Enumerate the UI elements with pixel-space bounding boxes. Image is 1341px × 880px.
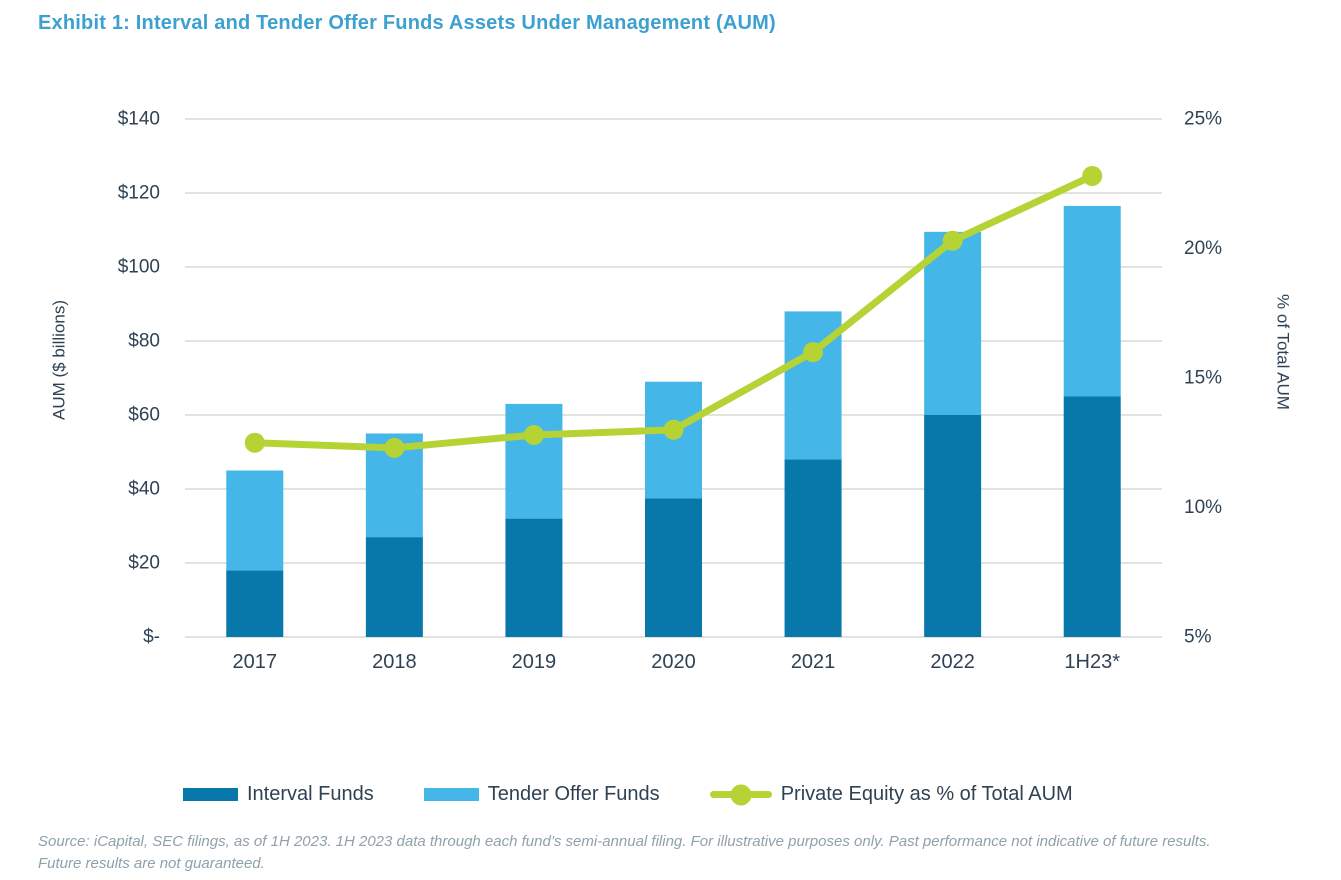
pe-line-point-2021 — [803, 342, 824, 363]
pe-line-marker-icon — [709, 784, 772, 805]
legend-item-pe-percent: Private Equity as % of Total AUM — [709, 783, 1073, 806]
aum-combo-chart: $140 $120 $100 $80 $60 $40 $20 $- 25% 20% 15% 10% 5%… — [50, 109, 1293, 674]
legend-label-pe-percent: Private Equity as % of Total AUM — [780, 783, 1073, 805]
pe-line-point-2017 — [244, 432, 265, 453]
source-note-line1: Source: iCapital, SEC filings, as of 1H … — [38, 833, 1211, 850]
interval-funds-swatch — [183, 788, 238, 801]
pe-line-point-2018 — [384, 437, 405, 458]
x-axis-label-2017: 2017 — [233, 651, 278, 673]
source-note: Source: iCapital, SEC filings, as of 1H … — [38, 831, 1328, 875]
chart-legend: Interval Funds Tender Offer Funds Privat… — [183, 783, 1073, 806]
bar-segment-interval-funds-2021 — [784, 459, 842, 637]
pe-line-point-2022 — [942, 230, 963, 251]
bar-segment-tender-offer-funds-2019 — [505, 403, 563, 519]
x-axis-label-2020: 2020 — [651, 651, 696, 673]
pe-line-point-1H23* — [1082, 165, 1103, 186]
bar-segment-interval-funds-1H23* — [1063, 396, 1121, 637]
x-axis-label-1H23*: 1H23* — [1064, 651, 1120, 673]
pe-line-point-2019 — [523, 424, 544, 445]
bar-segment-interval-funds-2020 — [645, 498, 702, 637]
x-axis-label-2021: 2021 — [791, 651, 836, 673]
left-axis-tick-label: $60 — [128, 405, 160, 426]
chart-title: Exhibit 1: Interval and Tender Offer Fun… — [38, 12, 776, 34]
bar-segment-interval-funds-2019 — [505, 518, 563, 637]
left-axis-tick-label: $20 — [128, 553, 160, 574]
x-axis-label-2019: 2019 — [512, 651, 557, 673]
legend-label-tender-offer-funds: Tender Offer Funds — [487, 783, 660, 805]
pe-line-point-2020 — [663, 419, 684, 440]
bar-segment-tender-offer-funds-2020 — [645, 381, 702, 499]
left-axis-tick-label: $80 — [128, 331, 160, 352]
right-axis-tick-label: 5% — [1184, 627, 1212, 648]
legend-item-interval-funds: Interval Funds — [183, 783, 374, 806]
bar-segment-tender-offer-funds-2022 — [924, 231, 982, 415]
source-note-line2: Future results are not guaranteed. — [38, 855, 265, 872]
right-axis-tick-label: 10% — [1184, 497, 1222, 518]
right-axis-tick-label: 15% — [1184, 368, 1222, 389]
right-axis-title: % of Total AUM — [1274, 294, 1293, 410]
right-axis-tick-label: 25% — [1184, 109, 1222, 130]
legend-item-tender-offer-funds: Tender Offer Funds — [423, 783, 660, 806]
tender-offer-funds-swatch — [423, 788, 479, 801]
legend-label-interval-funds: Interval Funds — [247, 783, 374, 805]
x-axis-label-2022: 2022 — [930, 651, 975, 673]
left-axis-tick-label: $- — [143, 627, 160, 648]
left-axis-tick-label: $40 — [128, 479, 160, 500]
left-axis-tick-label: $120 — [118, 183, 160, 204]
right-axis-tick-label: 20% — [1184, 238, 1222, 259]
bar-segment-interval-funds-2022 — [924, 415, 982, 637]
bar-segment-interval-funds-2017 — [226, 570, 284, 637]
bar-segment-tender-offer-funds-2017 — [226, 470, 284, 571]
bar-segment-tender-offer-funds-1H23* — [1063, 205, 1121, 397]
bar-segment-interval-funds-2018 — [365, 537, 423, 637]
left-axis-tick-label: $100 — [118, 257, 160, 278]
x-axis-label-2018: 2018 — [372, 651, 417, 673]
left-axis-title: AUM ($ billions) — [50, 300, 69, 420]
left-axis-tick-label: $140 — [118, 109, 160, 130]
